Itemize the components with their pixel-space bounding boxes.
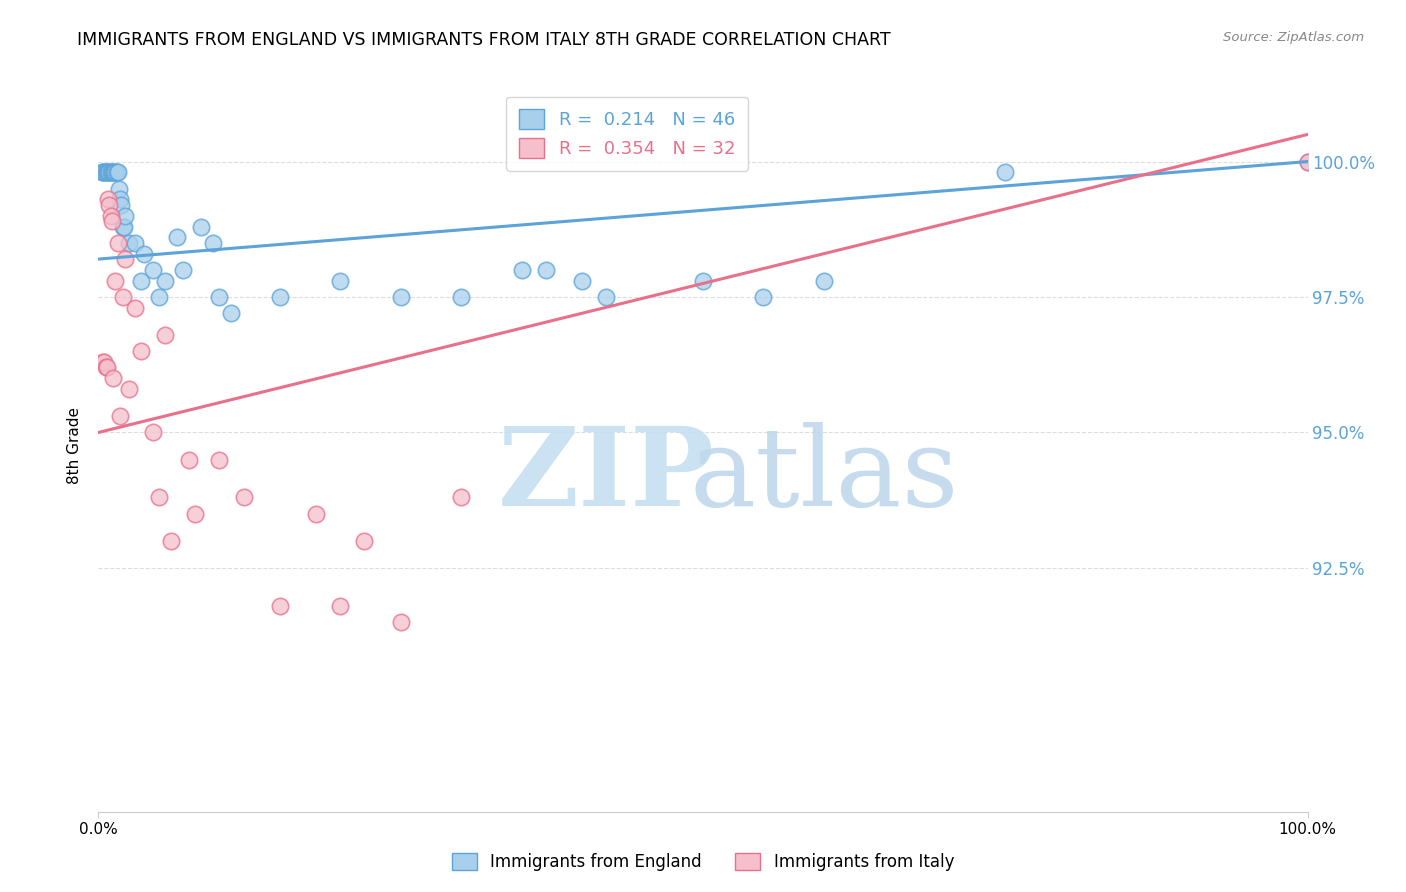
Point — [269, 290, 291, 304]
Point — [114, 209, 136, 223]
Point — [208, 290, 231, 304]
Point — [692, 274, 714, 288]
Point — [97, 193, 120, 207]
Point — [450, 491, 472, 505]
Text: IMMIGRANTS FROM ENGLAND VS IMMIGRANTS FROM ITALY 8TH GRADE CORRELATION CHART: IMMIGRANTS FROM ENGLAND VS IMMIGRANTS FR… — [77, 31, 891, 49]
Point — [105, 165, 128, 179]
Point — [305, 507, 328, 521]
Point — [98, 165, 121, 179]
Point — [101, 165, 124, 179]
Point — [100, 165, 122, 179]
Point — [97, 165, 120, 179]
Point — [134, 246, 156, 260]
Point — [142, 425, 165, 440]
Point — [103, 165, 125, 179]
Text: atlas: atlas — [689, 422, 959, 529]
Point — [232, 491, 254, 505]
Point — [111, 290, 134, 304]
Point — [96, 360, 118, 375]
Point — [96, 165, 118, 179]
Point — [190, 219, 212, 234]
Point — [108, 193, 131, 207]
Point — [93, 355, 115, 369]
Point — [571, 274, 593, 288]
Point — [93, 165, 115, 179]
Point — [108, 181, 131, 195]
Point — [389, 290, 412, 304]
Point — [124, 235, 146, 250]
Point — [129, 344, 152, 359]
Point — [100, 165, 122, 179]
Point — [153, 327, 176, 342]
Legend: R =  0.214   N = 46, R =  0.354   N = 32: R = 0.214 N = 46, R = 0.354 N = 32 — [506, 96, 748, 170]
Point — [107, 165, 129, 179]
Text: ZIP: ZIP — [498, 422, 714, 529]
Point — [994, 165, 1017, 179]
Point — [91, 165, 114, 179]
Point — [148, 491, 170, 505]
Point — [100, 214, 122, 228]
Point — [221, 306, 243, 320]
Text: Source: ZipAtlas.com: Source: ZipAtlas.com — [1223, 31, 1364, 45]
Point — [107, 235, 129, 250]
Point — [114, 252, 136, 266]
Point — [100, 209, 122, 223]
Point — [329, 274, 352, 288]
Point — [124, 301, 146, 315]
Point — [184, 507, 207, 521]
Point — [202, 235, 225, 250]
Point — [91, 165, 114, 179]
Point — [172, 263, 194, 277]
Point — [153, 274, 176, 288]
Point — [91, 355, 114, 369]
Point — [353, 533, 375, 548]
Point — [1296, 154, 1319, 169]
Point — [118, 382, 141, 396]
Point — [208, 452, 231, 467]
Point — [98, 198, 121, 212]
Point — [110, 198, 132, 212]
Point — [94, 360, 117, 375]
Point — [94, 165, 117, 179]
Point — [118, 235, 141, 250]
Point — [108, 409, 131, 424]
Point — [179, 452, 201, 467]
Point — [1296, 154, 1319, 169]
Point — [166, 230, 188, 244]
Point — [752, 290, 775, 304]
Point — [104, 165, 127, 179]
Point — [104, 274, 127, 288]
Point — [148, 290, 170, 304]
Point — [389, 615, 412, 629]
Point — [129, 274, 152, 288]
Point — [595, 290, 617, 304]
Legend: Immigrants from England, Immigrants from Italy: Immigrants from England, Immigrants from… — [444, 845, 962, 880]
Point — [111, 219, 134, 234]
Point — [534, 263, 557, 277]
Point — [269, 599, 291, 613]
Point — [450, 290, 472, 304]
Point — [160, 533, 183, 548]
Point — [329, 599, 352, 613]
Point — [101, 371, 124, 385]
Y-axis label: 8th Grade: 8th Grade — [67, 408, 83, 484]
Point — [813, 274, 835, 288]
Point — [510, 263, 533, 277]
Point — [112, 219, 135, 234]
Point — [142, 263, 165, 277]
